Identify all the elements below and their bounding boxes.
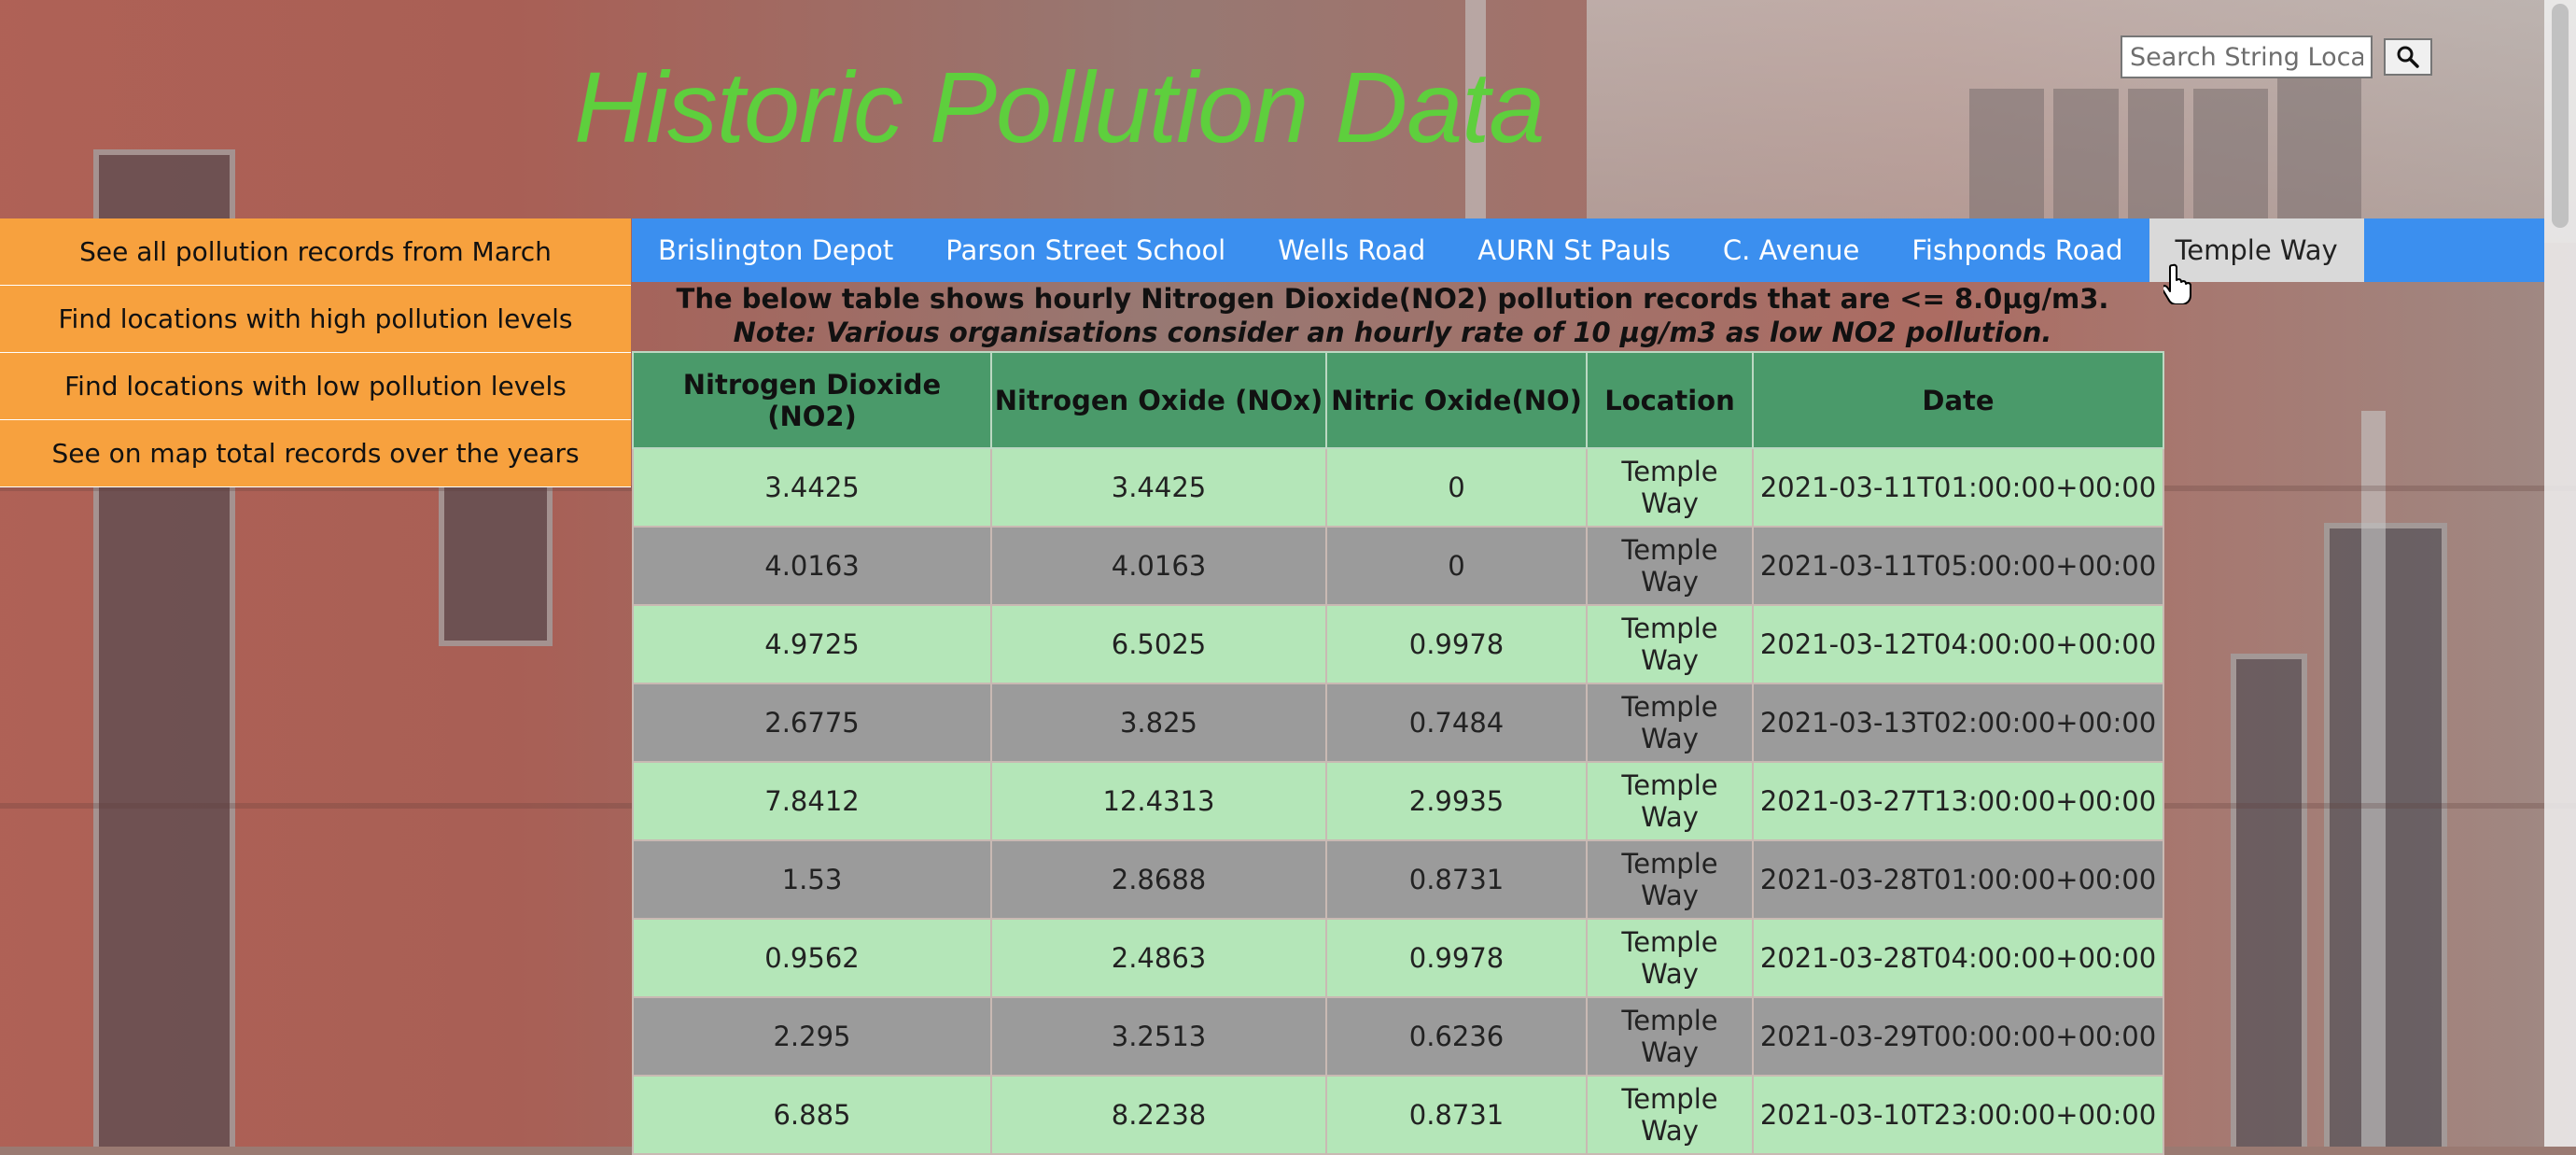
cell-date: 2021-03-12T04:00:00+00:00: [1752, 604, 2164, 684]
cell-location: Temple Way: [1586, 918, 1754, 998]
sidebar-item-low-pollution[interactable]: Find locations with low pollution levels: [0, 353, 631, 420]
cell-no2: 7.8412: [632, 761, 992, 841]
cell-nox: 12.4313: [990, 761, 1327, 841]
background-window: [2324, 523, 2447, 1147]
sidebar: See all pollution records from March Fin…: [0, 218, 631, 487]
table-row: 7.8412 12.4313 2.9935 Temple Way 2021-03…: [632, 761, 2164, 841]
cell-no: 0.9978: [1325, 604, 1588, 684]
table-row: 0.9562 2.4863 0.9978 Temple Way 2021-03-…: [632, 918, 2164, 998]
table-row: 2.6775 3.825 0.7484 Temple Way 2021-03-1…: [632, 683, 2164, 763]
cell-date: 2021-03-11T01:00:00+00:00: [1752, 447, 2164, 528]
pollution-table: Nitrogen Dioxide (NO2) Nitrogen Oxide (N…: [632, 351, 2164, 1155]
description-note: Note: Various organisations consider an …: [733, 317, 2052, 348]
tab-fishponds-road[interactable]: Fishponds Road: [1911, 234, 2123, 266]
cell-no: 0: [1325, 447, 1588, 528]
cell-no2: 6.885: [632, 1075, 992, 1155]
cell-location: Temple Way: [1586, 526, 1754, 606]
cell-no2: 0.9562: [632, 918, 992, 998]
cell-date: 2021-03-13T02:00:00+00:00: [1752, 683, 2164, 763]
header-date: Date: [1752, 351, 2164, 449]
table-row: 6.885 8.2238 0.8731 Temple Way 2021-03-1…: [632, 1075, 2164, 1155]
tab-temple-way[interactable]: Temple Way: [2149, 218, 2364, 282]
table-description: The below table shows hourly Nitrogen Di…: [632, 282, 2153, 349]
header-no2: Nitrogen Dioxide (NO2): [632, 351, 992, 449]
cell-location: Temple Way: [1586, 1075, 1754, 1155]
background-window: [2231, 654, 2307, 1147]
page-scrollbar[interactable]: [2544, 0, 2576, 1147]
cell-nox: 2.4863: [990, 918, 1327, 998]
table-row: 2.295 3.2513 0.6236 Temple Way 2021-03-2…: [632, 996, 2164, 1077]
location-nav: Brislington Depot Parson Street School W…: [632, 218, 2544, 282]
tab-wells-road[interactable]: Wells Road: [1278, 234, 1426, 266]
header-nox: Nitrogen Oxide (NOx): [990, 351, 1327, 449]
cell-no: 0.6236: [1325, 996, 1588, 1077]
table-row: 3.4425 3.4425 0 Temple Way 2021-03-11T01…: [632, 447, 2164, 528]
cell-location: Temple Way: [1586, 839, 1754, 920]
tab-brislington-depot[interactable]: Brislington Depot: [658, 234, 894, 266]
cell-no2: 4.0163: [632, 526, 992, 606]
cell-date: 2021-03-29T00:00:00+00:00: [1752, 996, 2164, 1077]
sidebar-item-march-records[interactable]: See all pollution records from March: [0, 218, 631, 286]
cell-no: 2.9935: [1325, 761, 1588, 841]
cell-no: 0.8731: [1325, 839, 1588, 920]
tab-aurn-st-pauls[interactable]: AURN St Pauls: [1477, 234, 1671, 266]
cell-no2: 1.53: [632, 839, 992, 920]
cell-location: Temple Way: [1586, 683, 1754, 763]
cell-date: 2021-03-27T13:00:00+00:00: [1752, 761, 2164, 841]
cell-nox: 6.5025: [990, 604, 1327, 684]
cell-no: 0.9978: [1325, 918, 1588, 998]
cell-no2: 2.295: [632, 996, 992, 1077]
cell-date: 2021-03-28T04:00:00+00:00: [1752, 918, 2164, 998]
search-button[interactable]: [2384, 38, 2432, 76]
cell-no: 0.7484: [1325, 683, 1588, 763]
cell-location: Temple Way: [1586, 761, 1754, 841]
table-header-row: Nitrogen Dioxide (NO2) Nitrogen Oxide (N…: [632, 351, 2164, 449]
cell-no: 0: [1325, 526, 1588, 606]
cell-nox: 4.0163: [990, 526, 1327, 606]
cell-date: 2021-03-11T05:00:00+00:00: [1752, 526, 2164, 606]
hand-cursor-icon: [2163, 263, 2191, 304]
background-drainpipe: [2361, 411, 2386, 1147]
tab-parson-street-school[interactable]: Parson Street School: [945, 234, 1226, 266]
cell-nox: 3.825: [990, 683, 1327, 763]
cell-nox: 3.2513: [990, 996, 1327, 1077]
search-input[interactable]: [2121, 35, 2373, 78]
cell-date: 2021-03-10T23:00:00+00:00: [1752, 1075, 2164, 1155]
table-row: 4.9725 6.5025 0.9978 Temple Way 2021-03-…: [632, 604, 2164, 684]
cell-no: 0.8731: [1325, 1075, 1588, 1155]
cell-nox: 2.8688: [990, 839, 1327, 920]
table-row: 1.53 2.8688 0.8731 Temple Way 2021-03-28…: [632, 839, 2164, 920]
header-no: Nitric Oxide(NO): [1325, 351, 1588, 449]
cell-nox: 3.4425: [990, 447, 1327, 528]
background-chimney: [2277, 75, 2361, 243]
cell-location: Temple Way: [1586, 447, 1754, 528]
search-icon: [2397, 46, 2419, 68]
description-text: The below table shows hourly Nitrogen Di…: [676, 283, 2109, 315]
cell-date: 2021-03-28T01:00:00+00:00: [1752, 839, 2164, 920]
cell-no2: 4.9725: [632, 604, 992, 684]
sidebar-item-high-pollution[interactable]: Find locations with high pollution level…: [0, 286, 631, 353]
page-title: Historic Pollution Data: [574, 50, 1545, 163]
cell-no2: 2.6775: [632, 683, 992, 763]
table-row: 4.0163 4.0163 0 Temple Way 2021-03-11T05…: [632, 526, 2164, 606]
cell-location: Temple Way: [1586, 996, 1754, 1077]
background-drainpipe: [1465, 0, 1486, 224]
search-bar: [2121, 35, 2432, 78]
cell-location: Temple Way: [1586, 604, 1754, 684]
sidebar-item-map-records[interactable]: See on map total records over the years: [0, 420, 631, 487]
tab-c-avenue[interactable]: C. Avenue: [1722, 234, 1860, 266]
cell-no2: 3.4425: [632, 447, 992, 528]
scrollbar-thumb[interactable]: [2552, 4, 2569, 228]
cell-nox: 8.2238: [990, 1075, 1327, 1155]
header-location: Location: [1586, 351, 1754, 449]
